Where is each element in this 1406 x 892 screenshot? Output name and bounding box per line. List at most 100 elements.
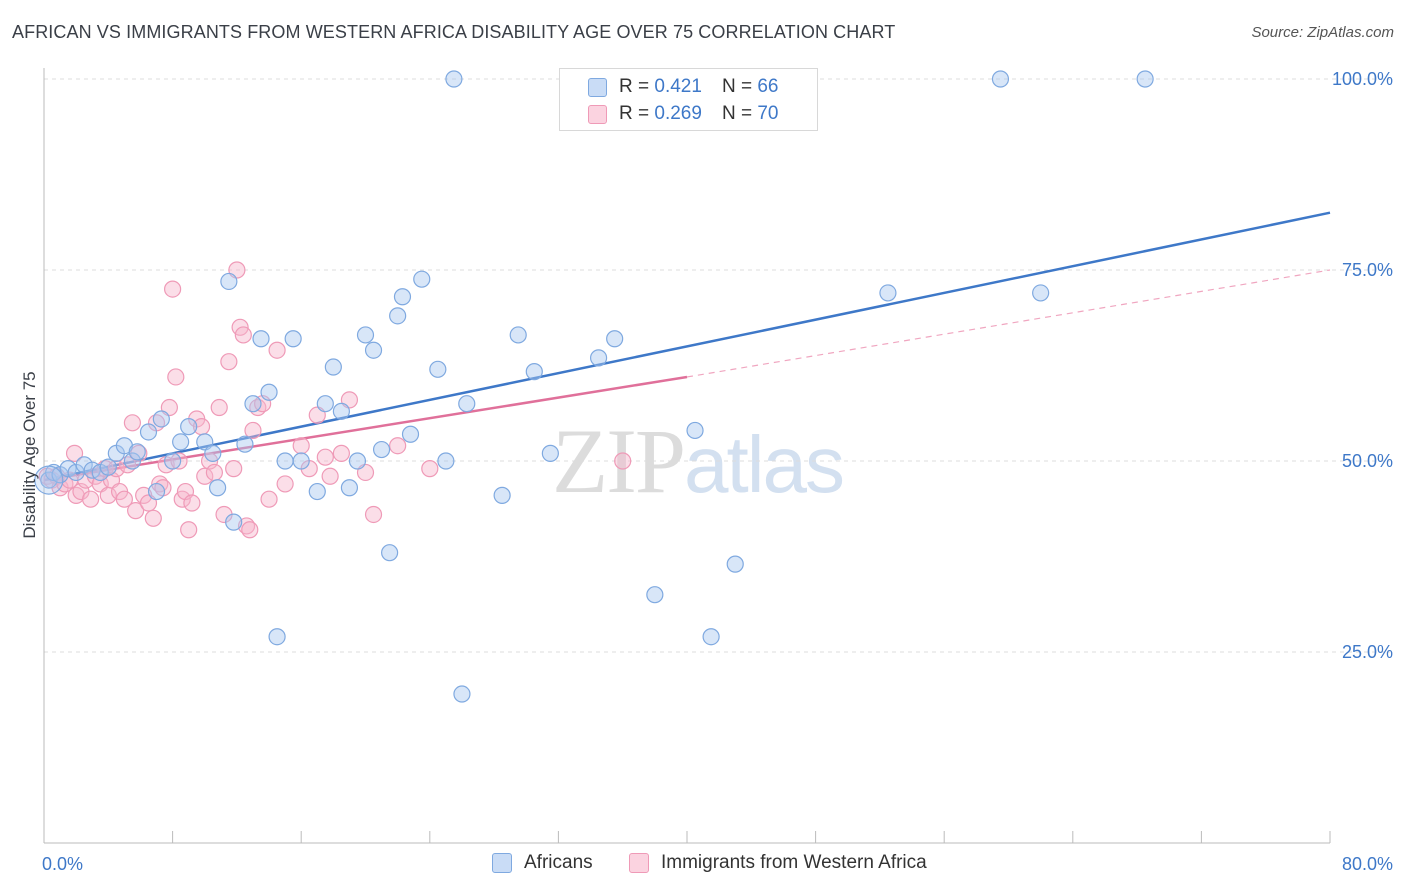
data-point-immigrants (167, 368, 185, 386)
legend-r-label: R = (619, 103, 650, 124)
y-tick-label: 50.0% (1342, 451, 1393, 471)
data-point-immigrants (183, 494, 201, 512)
data-point-africans (180, 418, 198, 436)
data-point-africans (128, 443, 146, 461)
data-point-immigrants (332, 444, 350, 462)
data-point-immigrants (180, 521, 198, 539)
data-point-immigrants (268, 341, 286, 359)
data-point-africans (252, 330, 270, 348)
legend-r-label: R = (619, 76, 650, 97)
data-point-africans (493, 486, 511, 504)
data-point-africans (276, 452, 294, 470)
x-tick-label-max: 80.0% (1342, 854, 1393, 874)
data-point-africans (308, 482, 326, 501)
data-point-africans (204, 444, 222, 462)
data-point-africans (225, 513, 243, 531)
data-point-immigrants (127, 502, 145, 520)
data-point-africans (381, 544, 399, 562)
data-point-immigrants (241, 521, 259, 539)
data-point-immigrants (260, 490, 278, 508)
trend-line-immigrants-extension (686, 269, 1331, 378)
data-point-immigrants (244, 421, 262, 440)
trend-line-africans (43, 211, 1331, 482)
data-point-africans (348, 452, 367, 470)
data-point-africans (509, 326, 527, 344)
data-point-immigrants (210, 398, 228, 417)
chart-title: AFRICAN VS IMMIGRANTS FROM WESTERN AFRIC… (12, 22, 896, 42)
data-point-africans (324, 358, 342, 376)
data-point-africans (393, 288, 412, 306)
data-point-immigrants (292, 437, 310, 455)
series-africans-points (34, 70, 1154, 703)
data-point-immigrants (614, 452, 632, 470)
data-point-africans (332, 402, 350, 420)
data-point-africans (389, 307, 407, 325)
x-tick-label-min: 0.0% (42, 854, 83, 874)
data-point-africans (172, 433, 190, 451)
data-point-africans (364, 341, 383, 359)
legend-n-label: N = (721, 103, 753, 124)
legend-r-value: 0.421 (654, 76, 702, 97)
data-point-immigrants (316, 448, 334, 466)
data-point-immigrants (276, 475, 294, 493)
correlation-legend: R = 0.421 N = 66 R = 0.269 N = 70 (559, 68, 818, 131)
data-point-immigrants (170, 452, 188, 470)
legend-r-value: 0.269 (654, 103, 702, 124)
data-point-immigrants (123, 414, 142, 432)
axes (43, 68, 1331, 844)
trend-lines (43, 211, 1331, 482)
data-point-africans (686, 421, 704, 440)
series-legend: Africans Immigrants from Western Africa (0, 852, 1406, 878)
data-point-immigrants (82, 490, 100, 508)
data-point-immigrants (220, 353, 238, 371)
legend-item-immigrants[interactable]: Immigrants from Western Africa (629, 852, 927, 874)
data-point-immigrants (321, 467, 339, 485)
legend-swatch-africans (492, 853, 512, 873)
data-point-africans (702, 628, 720, 646)
data-point-immigrants (164, 280, 182, 298)
data-point-africans (316, 395, 334, 413)
source-credit: Source: ZipAtlas.com (1251, 24, 1394, 41)
data-point-immigrants (234, 326, 252, 344)
data-point-africans (646, 586, 664, 604)
data-point-africans (260, 383, 278, 401)
data-point-africans (541, 444, 559, 462)
data-point-africans (525, 363, 543, 381)
data-point-africans (453, 685, 471, 703)
data-point-africans-cluster (34, 465, 64, 495)
data-point-immigrants (115, 490, 133, 508)
legend-item-africans[interactable]: Africans (492, 852, 593, 874)
legend-label-immigrants: Immigrants from Western Africa (661, 852, 927, 873)
data-point-africans (152, 410, 170, 428)
legend-swatch-africans (588, 77, 607, 97)
legend-row-africans: R = 0.421 N = 66 (560, 73, 778, 101)
data-point-immigrants (144, 509, 162, 527)
legend-swatch-immigrants (588, 104, 607, 124)
data-point-africans (220, 272, 238, 291)
data-point-africans (356, 326, 375, 344)
watermark-atlas: atlas (684, 420, 845, 509)
legend-label-africans: Africans (524, 852, 593, 873)
gridlines (44, 78, 1390, 653)
y-axis-label: Disability Age Over 75 (20, 371, 39, 538)
data-point-africans (164, 452, 182, 470)
y-tick-label: 25.0% (1342, 642, 1393, 662)
legend-n-value: 70 (757, 103, 779, 124)
trend-line-immigrants (43, 375, 688, 482)
data-point-immigrants (364, 505, 383, 524)
data-point-africans (1032, 284, 1050, 302)
data-point-immigrants (225, 460, 243, 478)
data-point-africans (244, 395, 262, 413)
data-point-africans (458, 395, 476, 413)
data-point-immigrants (421, 460, 439, 478)
data-point-immigrants (196, 467, 214, 485)
data-point-africans (401, 425, 420, 443)
y-tick-label: 100.0% (1332, 69, 1393, 89)
legend-swatch-immigrants (629, 853, 649, 873)
data-point-africans (726, 555, 744, 573)
data-point-africans (123, 452, 142, 470)
data-point-africans (147, 482, 166, 501)
legend-n-value: 66 (757, 76, 779, 97)
data-point-africans (606, 330, 624, 348)
